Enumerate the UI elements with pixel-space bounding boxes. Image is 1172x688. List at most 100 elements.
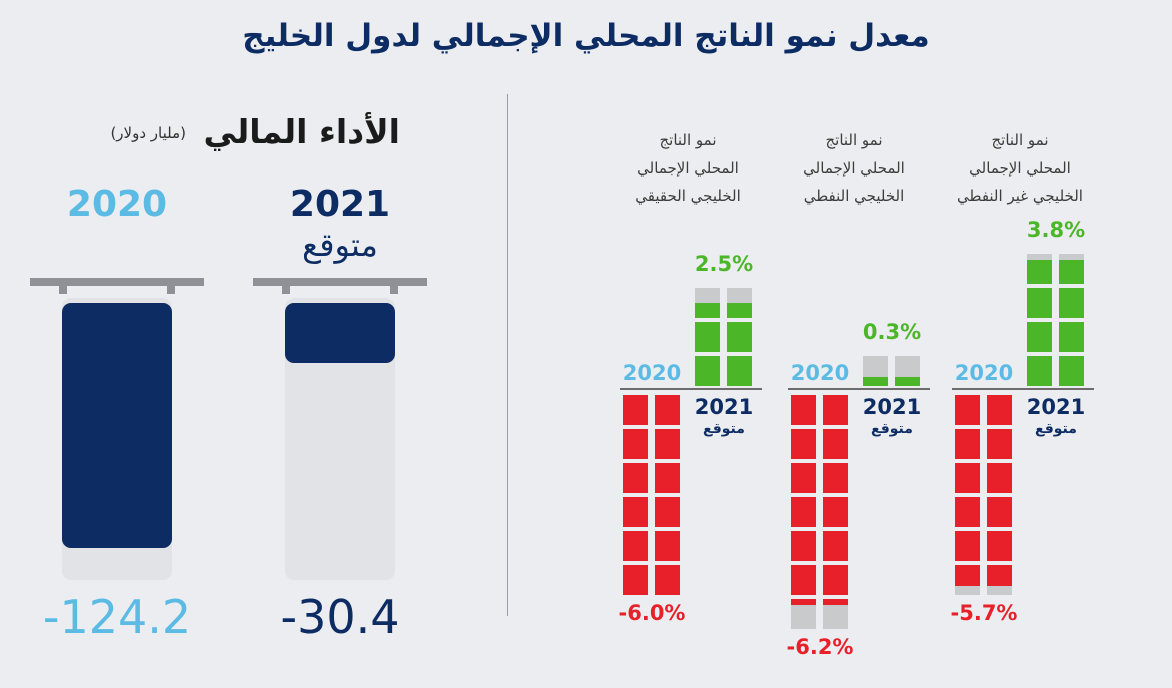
bar-cell-2020: [955, 531, 980, 561]
bar-cell-2020: [791, 599, 816, 605]
bar-cell-2020: [791, 497, 816, 527]
value-label-2021: 3.8%: [1026, 218, 1086, 242]
bar-cell-2020: [655, 395, 680, 425]
category-label-line: المحلي الإجمالي: [803, 159, 905, 177]
bar-cell-2021: [895, 377, 920, 386]
bar-cell-2020: [823, 497, 848, 527]
section-divider: [507, 94, 508, 616]
bar-cell-2021: [727, 322, 752, 352]
bar-cell-2020: [791, 395, 816, 425]
category-label-line: المحلي الإجمالي: [637, 159, 739, 177]
bar-cell-2020: [623, 565, 648, 595]
category-label-line: نمو الناتج: [991, 131, 1049, 149]
bar-cell-2021: [1059, 288, 1084, 318]
value-label-2021: 2.5%: [694, 252, 754, 276]
year-label-2020: 2020: [954, 361, 1014, 385]
bar-cell-2020: [987, 531, 1012, 561]
year-label-2020: 2020: [622, 361, 682, 385]
value-label-2020: -6.0%: [618, 601, 686, 625]
financial-year-sublabel: متوقع: [302, 226, 378, 264]
bar-cell-2020: [823, 531, 848, 561]
category-label: نمو الناتج المحلي الإجمالي الخليجي غير الن…: [955, 126, 1085, 210]
year-label-2021: 2021: [694, 395, 754, 419]
hanger-rail: [253, 278, 427, 286]
bar-cell-2020: [823, 599, 848, 605]
bar-cell-2021: [863, 377, 888, 386]
bar-cell-2021: [1027, 322, 1052, 352]
bar-cell-2020: [623, 429, 648, 459]
financial-value: -30.4: [280, 590, 400, 644]
year-sublabel-2021: متوقع: [871, 421, 913, 437]
category-label-line: نمو الناتج: [825, 131, 883, 149]
zero-axis: [620, 388, 762, 390]
year-label-2020: 2020: [790, 361, 850, 385]
bar-cell-2021: [695, 356, 720, 386]
year-sublabel-2021: متوقع: [1035, 421, 1077, 437]
year-sublabel-2021: متوقع: [703, 421, 745, 437]
bar-cell-2020: [623, 531, 648, 561]
bar-cell-2020: [823, 463, 848, 493]
bar-cell-2021: [727, 303, 752, 318]
bar-fill: [62, 303, 172, 548]
bar-cell-2020: [955, 497, 980, 527]
bar-cell-2020: [655, 497, 680, 527]
bar-cell-2020: [791, 565, 816, 595]
bar-cell-2020: [955, 429, 980, 459]
bar-cell-2021: [1059, 322, 1084, 352]
bar-cell-2020: [987, 429, 1012, 459]
value-label-2021: 0.3%: [862, 320, 922, 344]
bar-cell-2020: [623, 497, 648, 527]
bar-cell-2020: [791, 429, 816, 459]
bar-cell-2020: [987, 497, 1012, 527]
category-label-line: المحلي الإجمالي: [969, 159, 1071, 177]
hanger-peg: [167, 285, 175, 294]
bar-cell-2020: [623, 395, 648, 425]
category-label-line: الخليجي غير النفطي: [957, 187, 1083, 205]
bar-cell-2021: [695, 322, 720, 352]
zero-axis: [952, 388, 1094, 390]
bar-cell-2021: [1027, 288, 1052, 318]
category-label: نمو الناتج المحلي الإجمالي الخليجي النفطي: [789, 126, 919, 210]
bar-cell-2020: [655, 565, 680, 595]
hanger-peg: [390, 285, 398, 294]
bar-cell-2020: [791, 463, 816, 493]
financial-year-label: 2020: [66, 184, 168, 225]
hanger-peg: [59, 285, 67, 294]
bar-cell-2020: [791, 531, 816, 561]
bar-cell-2020: [987, 395, 1012, 425]
bar-cell-2021: [1059, 260, 1084, 284]
year-label-2021: 2021: [1026, 395, 1086, 419]
bar-cell-2020: [655, 463, 680, 493]
hanger-peg: [282, 285, 290, 294]
category-label-line: الخليجي الحقيقي: [635, 187, 741, 205]
hanger-rail: [30, 278, 204, 286]
category-label-line: نمو الناتج: [659, 131, 717, 149]
financial-value: -124.2: [42, 590, 192, 644]
value-label-2020: -5.7%: [950, 601, 1018, 625]
financial-unit: (مليار دولار): [110, 124, 186, 142]
bar-cell-2020: [823, 429, 848, 459]
bar-cell-2020: [955, 395, 980, 425]
bar-cell-2020: [955, 565, 980, 586]
bar-cell-2021: [1059, 356, 1084, 386]
bar-cell-2020: [655, 531, 680, 561]
bar-cell-2020: [623, 463, 648, 493]
bar-cell-2020: [987, 463, 1012, 493]
category-label: نمو الناتج المحلي الإجمالي الخليجي الحقيقي: [623, 126, 753, 210]
bar-cell-2021: [727, 356, 752, 386]
financial-title: الأداء المالي: [203, 112, 401, 151]
bar-cell-2020: [823, 565, 848, 595]
page-title: معدل نمو الناتج المحلي الإجمالي لدول الخ…: [242, 18, 930, 54]
category-label-line: الخليجي النفطي: [803, 187, 905, 205]
bar-fill: [285, 303, 395, 363]
bar-cell-2021: [1027, 260, 1052, 284]
bar-cell-2020: [823, 395, 848, 425]
value-label-2020: -6.2%: [786, 635, 854, 659]
bar-cell-2020: [655, 429, 680, 459]
bar-cell-2020: [987, 565, 1012, 586]
zero-axis: [788, 388, 930, 390]
financial-year-label: 2021: [289, 184, 391, 225]
bar-cell-2021: [695, 303, 720, 318]
year-label-2021: 2021: [862, 395, 922, 419]
bar-cell-2020: [955, 463, 980, 493]
